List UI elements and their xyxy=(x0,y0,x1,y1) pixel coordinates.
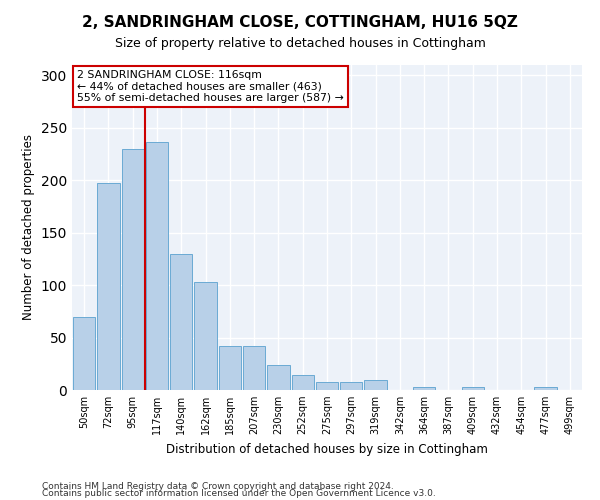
Y-axis label: Number of detached properties: Number of detached properties xyxy=(22,134,35,320)
Bar xyxy=(146,142,168,390)
Text: Contains public sector information licensed under the Open Government Licence v3: Contains public sector information licen… xyxy=(42,489,436,498)
Bar xyxy=(170,254,193,390)
Bar xyxy=(218,346,241,390)
Bar xyxy=(535,387,557,390)
Bar xyxy=(461,387,484,390)
Text: 2 SANDRINGHAM CLOSE: 116sqm
← 44% of detached houses are smaller (463)
55% of se: 2 SANDRINGHAM CLOSE: 116sqm ← 44% of det… xyxy=(77,70,344,103)
Bar xyxy=(340,382,362,390)
Text: Contains HM Land Registry data © Crown copyright and database right 2024.: Contains HM Land Registry data © Crown c… xyxy=(42,482,394,491)
Bar xyxy=(97,184,119,390)
Bar xyxy=(122,149,144,390)
Text: Size of property relative to detached houses in Cottingham: Size of property relative to detached ho… xyxy=(115,38,485,51)
Text: 2, SANDRINGHAM CLOSE, COTTINGHAM, HU16 5QZ: 2, SANDRINGHAM CLOSE, COTTINGHAM, HU16 5… xyxy=(82,15,518,30)
Bar xyxy=(73,316,95,390)
Bar xyxy=(267,365,290,390)
Bar xyxy=(364,380,387,390)
Bar xyxy=(243,346,265,390)
X-axis label: Distribution of detached houses by size in Cottingham: Distribution of detached houses by size … xyxy=(166,442,488,456)
Bar xyxy=(292,376,314,390)
Bar xyxy=(316,382,338,390)
Bar xyxy=(413,387,436,390)
Bar xyxy=(194,282,217,390)
